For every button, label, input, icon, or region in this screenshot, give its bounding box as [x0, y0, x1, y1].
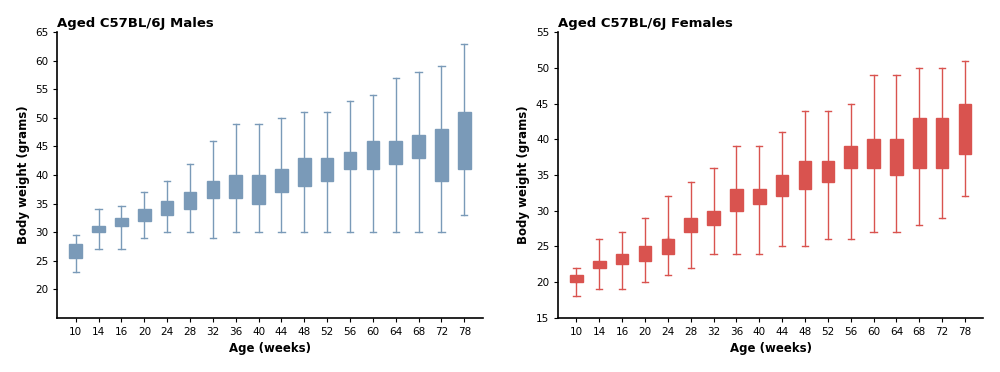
- Text: Aged C57BL/6J Females: Aged C57BL/6J Females: [558, 17, 733, 30]
- PathPatch shape: [138, 209, 151, 221]
- PathPatch shape: [229, 175, 242, 198]
- PathPatch shape: [252, 175, 265, 203]
- X-axis label: Age (weeks): Age (weeks): [229, 342, 311, 355]
- PathPatch shape: [707, 211, 720, 225]
- Y-axis label: Body weight (grams): Body weight (grams): [517, 106, 530, 244]
- PathPatch shape: [207, 181, 219, 198]
- PathPatch shape: [412, 135, 425, 158]
- PathPatch shape: [115, 218, 128, 227]
- X-axis label: Age (weeks): Age (weeks): [730, 342, 812, 355]
- PathPatch shape: [799, 161, 811, 189]
- PathPatch shape: [730, 189, 743, 211]
- PathPatch shape: [184, 192, 196, 209]
- PathPatch shape: [435, 129, 448, 181]
- PathPatch shape: [321, 158, 333, 181]
- PathPatch shape: [959, 104, 971, 154]
- PathPatch shape: [344, 152, 356, 169]
- PathPatch shape: [753, 189, 766, 203]
- PathPatch shape: [298, 158, 311, 186]
- PathPatch shape: [867, 139, 880, 168]
- Text: Aged C57BL/6J Males: Aged C57BL/6J Males: [57, 17, 214, 30]
- PathPatch shape: [776, 175, 788, 196]
- PathPatch shape: [662, 239, 674, 253]
- PathPatch shape: [684, 218, 697, 232]
- PathPatch shape: [639, 246, 651, 261]
- PathPatch shape: [822, 161, 834, 182]
- PathPatch shape: [92, 227, 105, 232]
- PathPatch shape: [616, 253, 628, 264]
- PathPatch shape: [570, 275, 583, 282]
- PathPatch shape: [69, 244, 82, 258]
- PathPatch shape: [275, 169, 288, 192]
- PathPatch shape: [913, 118, 926, 168]
- PathPatch shape: [458, 112, 471, 169]
- PathPatch shape: [367, 141, 379, 169]
- PathPatch shape: [936, 118, 948, 168]
- PathPatch shape: [389, 141, 402, 164]
- PathPatch shape: [844, 147, 857, 168]
- PathPatch shape: [890, 139, 903, 175]
- Y-axis label: Body weight (grams): Body weight (grams): [17, 106, 30, 244]
- PathPatch shape: [161, 201, 173, 215]
- PathPatch shape: [593, 261, 606, 268]
